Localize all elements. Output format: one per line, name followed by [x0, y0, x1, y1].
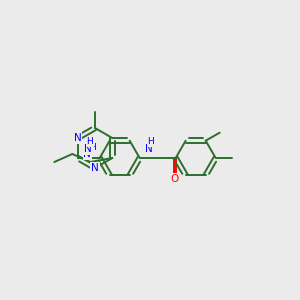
Text: N: N	[83, 149, 91, 159]
Text: N: N	[84, 144, 92, 154]
Text: H: H	[147, 137, 154, 146]
Text: H: H	[89, 142, 96, 152]
Text: N: N	[74, 133, 82, 143]
Text: N: N	[91, 163, 99, 173]
Text: N: N	[145, 144, 153, 154]
Text: H: H	[86, 137, 93, 146]
Text: O: O	[171, 174, 179, 184]
